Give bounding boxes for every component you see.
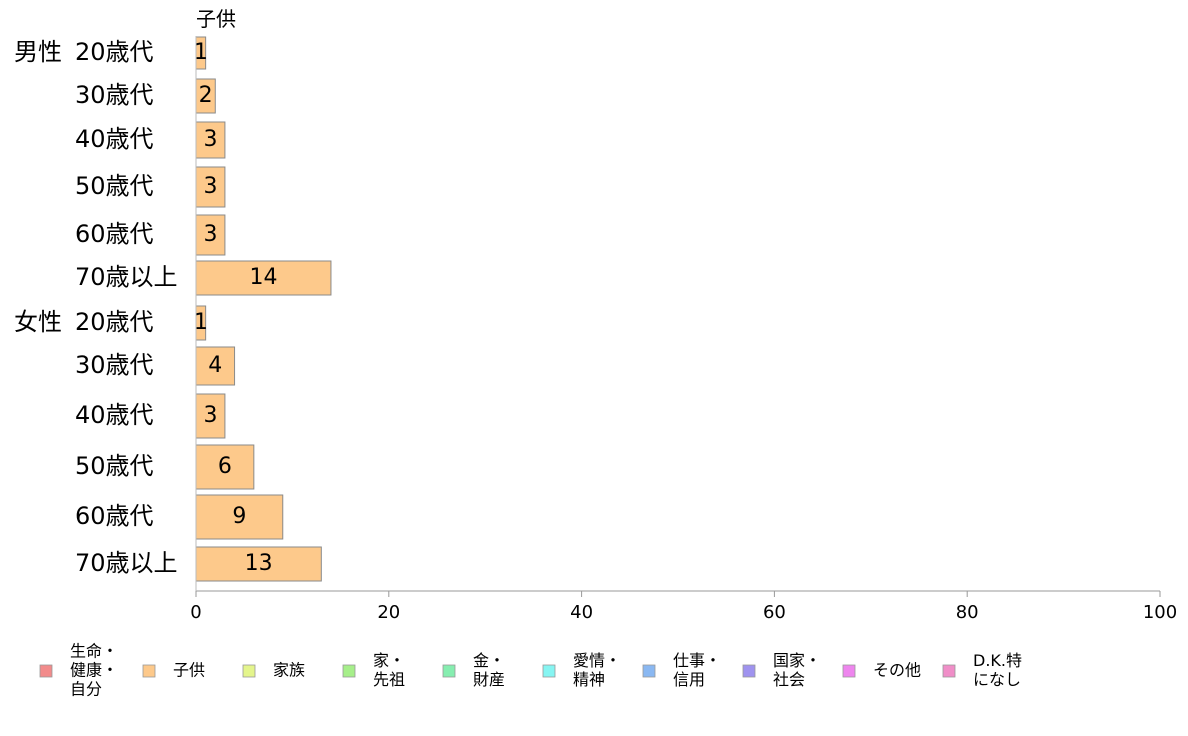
bar [195,546,322,582]
x-axis: 0 20 40 60 80 100 [190,36,1177,623]
group-label: 男性 [14,38,62,66]
category-label: 60歳代 [75,502,154,530]
legend-label: その他 [873,661,921,680]
category-label: 60歳代 [75,220,154,248]
legend: 生命・健康・自分 子供 家族 家・先祖 金・財産 愛情・精神 仕事・信用 国家・社会 その他 D.… [39,642,1022,699]
x-tick-label: 0 [190,602,201,623]
data-label: 3 [203,222,217,247]
legend-label: 生命・ [70,642,118,661]
data-label: 3 [203,174,217,199]
legend-label: になし [973,670,1021,689]
legend-swatch [39,664,53,678]
legend-swatch [742,664,756,678]
legend-label: 国家・ [773,651,821,670]
legend-label: 精神 [573,670,605,689]
data-label: 1 [194,40,208,65]
data-label: 1 [194,310,208,335]
series-top-label: 子供 [196,7,236,31]
data-label: 2 [199,83,213,108]
bar [195,260,332,296]
category-label: 40歳代 [75,125,154,153]
category-label: 70歳以上 [75,549,178,577]
legend-label: 金・ [473,651,505,670]
legend-label: D.K.特 [973,651,1022,670]
legend-swatch [142,664,156,678]
x-tick-label: 100 [1143,602,1177,623]
legend-swatch [342,664,356,678]
legend-label: 自分 [70,680,102,699]
category-label: 70歳以上 [75,263,178,291]
data-label: 3 [203,403,217,428]
legend-label: 子供 [173,661,205,680]
category-label: 20歳代 [75,308,154,336]
legend-swatch [642,664,656,678]
category-label: 30歳代 [75,81,154,109]
legend-label: 家族 [273,661,305,680]
legend-label: 財産 [473,670,505,689]
x-tick-label: 80 [956,602,979,623]
legend-swatch [242,664,256,678]
legend-label: 家・ [373,651,405,670]
data-label: 9 [232,504,246,529]
category-label: 50歳代 [75,172,154,200]
x-tick-label: 60 [763,602,786,623]
legend-label: 仕事・ [673,651,721,670]
legend-label: 愛情・ [573,651,621,670]
legend-label: 先祖 [373,670,405,689]
bar [195,393,226,439]
group-label: 女性 [14,308,62,336]
data-label: 3 [203,127,217,152]
legend-label: 健康・ [70,661,118,680]
legend-swatch [542,664,556,678]
data-label: 4 [208,353,222,378]
legend-swatch [442,664,456,678]
bar [195,121,226,159]
category-label: 40歳代 [75,401,154,429]
data-label: 14 [249,265,277,290]
legend-label: 社会 [773,670,805,689]
legend-swatch [842,664,856,678]
category-label: 20歳代 [75,38,154,66]
x-tick-label: 20 [377,602,400,623]
data-label: 6 [218,454,232,479]
legend-label: 信用 [673,670,705,689]
legend-swatch [942,664,956,678]
bar [195,494,284,540]
category-label: 50歳代 [75,452,154,480]
x-tick-label: 40 [570,602,593,623]
category-label: 30歳代 [75,351,154,379]
data-label: 13 [245,551,273,576]
